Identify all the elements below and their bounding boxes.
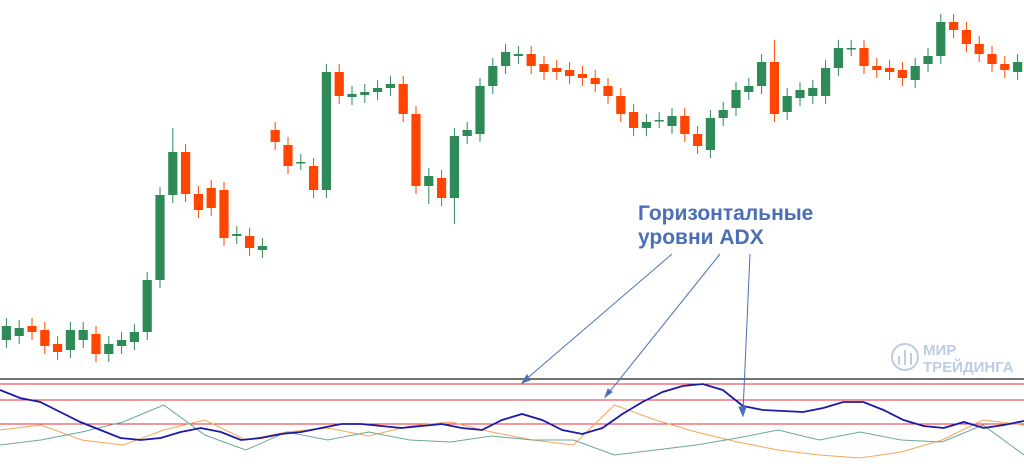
candle-body: [360, 92, 370, 95]
candle-body: [641, 122, 652, 128]
annotation-text: уровни ADX: [638, 226, 764, 249]
candle-body: [692, 134, 703, 146]
candle-body: [14, 328, 24, 336]
candle-body: [372, 88, 383, 92]
logo-icon: [891, 343, 919, 371]
candle-body: [65, 330, 76, 350]
candle-body: [91, 334, 101, 354]
annotation-text: Горизонтальные: [638, 202, 813, 225]
candle-body: [948, 22, 959, 30]
candle-body: [219, 190, 229, 238]
candle-body: [424, 176, 434, 186]
candle-body: [936, 22, 946, 56]
candle-body: [667, 116, 677, 126]
candle-body: [590, 78, 600, 84]
candle-body: [104, 344, 114, 354]
candle-body: [769, 62, 780, 114]
candle-body: [488, 66, 498, 86]
candle-body: [820, 68, 831, 96]
candle-body: [475, 86, 485, 134]
candle-body: [321, 72, 332, 190]
candle-body: [539, 64, 549, 72]
candle-body: [846, 48, 856, 50]
indicator-line: [0, 404, 1024, 459]
candle-body: [347, 94, 357, 97]
candle-body: [513, 54, 524, 56]
candle-body: [193, 194, 204, 210]
candle-body: [52, 344, 63, 352]
candle-body: [436, 178, 447, 198]
candle-body: [564, 70, 575, 76]
logo: МИР ТРЕЙДИНГА: [891, 342, 1014, 376]
candle-body: [257, 246, 268, 250]
candle-body: [782, 96, 792, 112]
candle-body: [308, 166, 319, 190]
candle-body: [731, 90, 741, 108]
candle-body: [603, 86, 613, 96]
candle-body: [628, 112, 639, 128]
candle-body: [833, 48, 844, 68]
indicator-line: [0, 404, 1024, 456]
candle-body: [411, 114, 421, 186]
candle-body: [116, 340, 127, 346]
candle-body: [398, 84, 408, 114]
candle-body: [923, 56, 933, 64]
candle-body: [78, 330, 88, 340]
candle-body: [180, 152, 191, 194]
logo-text: ТРЕЙДИНГА: [923, 358, 1014, 376]
candle-body: [155, 195, 165, 280]
candle-body: [1000, 64, 1010, 70]
candle-body: [744, 86, 754, 92]
candle-body: [705, 118, 716, 150]
candle-body: [142, 280, 152, 332]
candle-body: [910, 66, 920, 80]
candle-body: [680, 116, 690, 134]
candle-body: [961, 30, 972, 44]
logo-text: МИР: [923, 342, 956, 359]
candle-body: [334, 72, 344, 96]
candle-body: [27, 326, 37, 332]
candle-body: [296, 162, 306, 164]
candle-body: [283, 145, 293, 166]
candle-body: [462, 130, 472, 136]
candle-body: [859, 48, 869, 66]
candle-body: [884, 68, 895, 72]
candle-body: [129, 332, 140, 342]
candle-body: [1012, 62, 1023, 72]
candle-body: [808, 88, 818, 96]
price-pane: [1, 14, 1023, 362]
candle-body: [616, 96, 626, 114]
candle-body: [244, 236, 255, 248]
indicator-line: [0, 383, 1024, 441]
candle-body: [974, 44, 984, 54]
candle-body: [654, 120, 664, 122]
candle-body: [449, 136, 460, 198]
candle-body: [526, 54, 536, 66]
candle-body: [232, 234, 242, 236]
candle-body: [1, 326, 12, 340]
candle-body: [987, 54, 997, 64]
candle-body: [206, 188, 216, 208]
candle-body: [40, 330, 50, 346]
candle-body: [577, 74, 588, 78]
candle-body: [168, 152, 178, 195]
candle-body: [552, 68, 562, 72]
candle-body: [385, 84, 396, 88]
candle-body: [897, 70, 908, 78]
candle-body: [756, 62, 767, 86]
adx-pane: [0, 383, 1024, 459]
candle-body: [270, 130, 280, 142]
candle-body: [718, 110, 728, 118]
candle-body: [795, 90, 805, 98]
candle-body: [872, 66, 882, 70]
candle-body: [500, 52, 511, 66]
annotation-arrows: [520, 253, 751, 418]
